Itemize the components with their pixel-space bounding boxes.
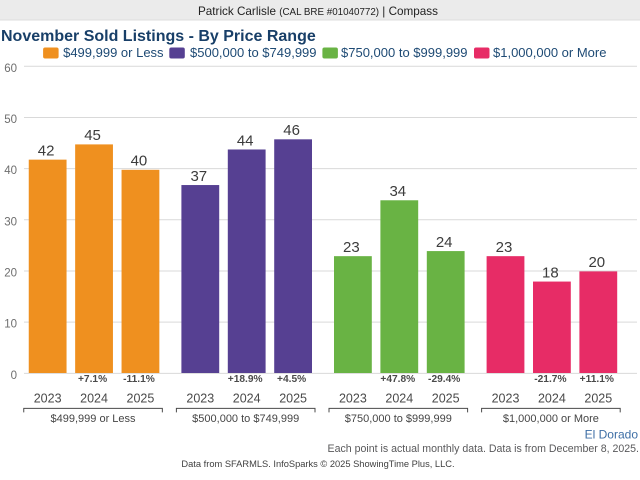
svg-text:23: 23 bbox=[343, 239, 360, 256]
svg-text:$499,999 or Less: $499,999 or Less bbox=[51, 413, 137, 425]
svg-text:50: 50 bbox=[4, 114, 17, 126]
svg-text:2025: 2025 bbox=[432, 392, 460, 406]
svg-text:2023: 2023 bbox=[186, 392, 214, 406]
svg-text:$750,000 to $999,999: $750,000 to $999,999 bbox=[345, 413, 452, 425]
svg-text:$1,000,000 or More: $1,000,000 or More bbox=[503, 413, 599, 425]
svg-text:0: 0 bbox=[11, 370, 17, 382]
svg-text:24: 24 bbox=[436, 234, 453, 251]
svg-text:40: 40 bbox=[4, 165, 17, 177]
svg-text:44: 44 bbox=[237, 132, 254, 149]
svg-text:23: 23 bbox=[496, 239, 513, 256]
svg-text:2025: 2025 bbox=[127, 392, 155, 406]
svg-text:-11.1%: -11.1% bbox=[123, 374, 155, 385]
svg-text:$1,000,000 or More: $1,000,000 or More bbox=[493, 45, 606, 60]
svg-text:60: 60 bbox=[4, 63, 17, 75]
svg-text:20: 20 bbox=[588, 254, 605, 271]
svg-text:20: 20 bbox=[4, 267, 17, 279]
svg-text:45: 45 bbox=[84, 127, 101, 144]
svg-text:+7.1%: +7.1% bbox=[78, 374, 107, 385]
svg-text:2024: 2024 bbox=[80, 392, 108, 406]
svg-text:2025: 2025 bbox=[584, 392, 612, 406]
svg-text:El Dorado: El Dorado bbox=[585, 428, 639, 442]
svg-text:+47.8%: +47.8% bbox=[380, 374, 415, 385]
svg-text:$750,000 to $999,999: $750,000 to $999,999 bbox=[341, 45, 468, 60]
svg-text:-29.4%: -29.4% bbox=[428, 374, 460, 385]
svg-text:18: 18 bbox=[542, 264, 559, 281]
svg-text:+11.1%: +11.1% bbox=[580, 374, 614, 385]
svg-text:November Sold Listings - By Pr: November Sold Listings - By Price Range bbox=[1, 28, 316, 45]
svg-text:34: 34 bbox=[389, 183, 406, 200]
svg-text:2023: 2023 bbox=[492, 392, 520, 406]
svg-text:30: 30 bbox=[4, 216, 17, 228]
svg-text:+4.5%: +4.5% bbox=[277, 374, 306, 385]
svg-text:$499,999 or Less: $499,999 or Less bbox=[63, 45, 164, 60]
svg-text:2023: 2023 bbox=[339, 392, 367, 406]
svg-text:2024: 2024 bbox=[233, 392, 261, 406]
svg-text:42: 42 bbox=[38, 142, 55, 159]
svg-text:$500,000 to $749,999: $500,000 to $749,999 bbox=[190, 45, 317, 60]
svg-text:37: 37 bbox=[190, 168, 207, 185]
svg-text:2024: 2024 bbox=[538, 392, 566, 406]
svg-text:Patrick Carlisle (CAL BRE #010: Patrick Carlisle (CAL BRE #01040772) | C… bbox=[198, 5, 438, 18]
svg-text:40: 40 bbox=[131, 153, 148, 170]
svg-text:Each point is actual monthly d: Each point is actual monthly data. Data … bbox=[328, 443, 640, 455]
svg-text:Data from SFARMLS. InfoSparks: Data from SFARMLS. InfoSparks © 2025 Sho… bbox=[181, 459, 454, 469]
svg-text:2024: 2024 bbox=[385, 392, 413, 406]
svg-text:10: 10 bbox=[4, 319, 17, 331]
svg-text:46: 46 bbox=[283, 122, 300, 139]
svg-text:2025: 2025 bbox=[279, 392, 307, 406]
svg-text:-21.7%: -21.7% bbox=[534, 374, 566, 385]
svg-text:2023: 2023 bbox=[34, 392, 62, 406]
svg-text:+18.9%: +18.9% bbox=[228, 374, 263, 385]
svg-text:$500,000 to $749,999: $500,000 to $749,999 bbox=[192, 413, 299, 425]
